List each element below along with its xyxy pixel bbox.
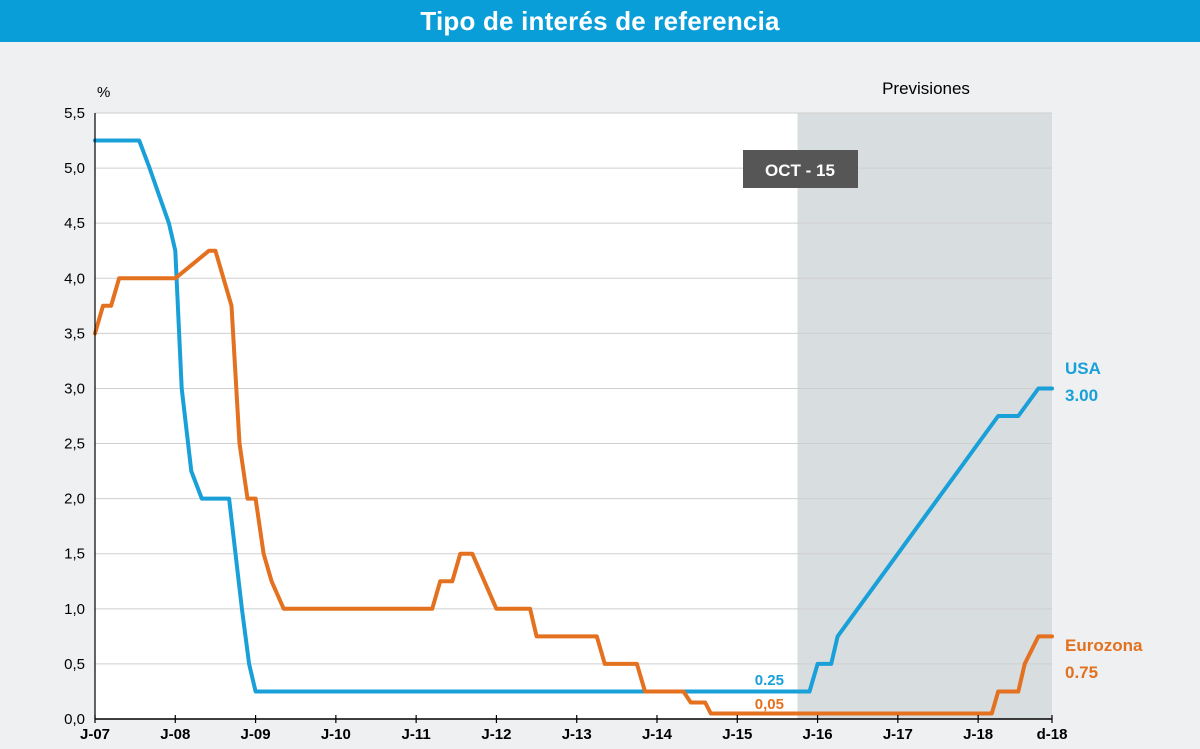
y-tick-label: 5,0	[64, 160, 85, 177]
y-tick-label: 5,5	[64, 105, 85, 122]
current-value-usa: 0.25	[755, 672, 784, 689]
x-tick-label: J-18	[963, 726, 993, 743]
series-end-value-eurozona: 0.75	[1065, 663, 1098, 682]
x-tick-label: J-17	[883, 726, 913, 743]
series-lines	[93, 138, 1054, 716]
x-tick-label: d-18	[1037, 726, 1068, 743]
x-tick-label: J-16	[803, 726, 833, 743]
gridlines	[95, 112, 1052, 665]
y-tick-label: 1,0	[64, 601, 85, 618]
annotation-badge-text: OCT - 15	[765, 161, 835, 180]
y-tick-label: 4,0	[64, 270, 85, 287]
x-tick-label: J-12	[481, 726, 511, 743]
y-tick-label: 2,0	[64, 491, 85, 508]
chart-title: Tipo de interés de referencia	[420, 5, 780, 36]
series-name-usa: USA	[1065, 359, 1101, 378]
current-value-eurozona: 0,05	[755, 696, 784, 713]
x-tick-label: J-10	[321, 726, 351, 743]
y-tick-label: 0,5	[64, 656, 85, 673]
series-line-usa	[93, 138, 1054, 694]
y-axis-unit: %	[97, 84, 110, 101]
series-name-eurozona: Eurozona	[1065, 636, 1143, 655]
x-tick-label: J-14	[642, 726, 673, 743]
series-line-eurozona	[93, 248, 1054, 716]
chart-header: Tipo de interés de referencia	[0, 0, 1200, 42]
series-end-value-usa: 3.00	[1065, 386, 1098, 405]
x-tick-label: J-07	[80, 726, 110, 743]
y-tick-label: 4,5	[64, 215, 85, 232]
forecast-label: Previsiones	[882, 79, 970, 98]
annotation-badge	[743, 150, 858, 188]
x-tick-label: J-11	[402, 726, 431, 743]
x-tick-label: J-08	[160, 726, 190, 743]
plot-background	[95, 113, 1052, 719]
y-tick-label: 3,0	[64, 380, 85, 397]
x-tick-label: J-15	[722, 726, 752, 743]
chart-labels: 0,0 0,5 1,0 1,5 2,0 2,5 3,0 3,5 4,0 4,5 5,0 5,5 J-07…	[64, 79, 1143, 743]
y-tick-label: 2,5	[64, 436, 85, 453]
axes	[94, 113, 1053, 723]
x-tick-label: J-13	[562, 726, 592, 743]
y-tick-label: 3,5	[64, 325, 85, 342]
y-tick-label: 0,0	[64, 711, 85, 728]
x-tick-label: J-09	[241, 726, 271, 743]
y-tick-label: 1,5	[64, 546, 85, 563]
